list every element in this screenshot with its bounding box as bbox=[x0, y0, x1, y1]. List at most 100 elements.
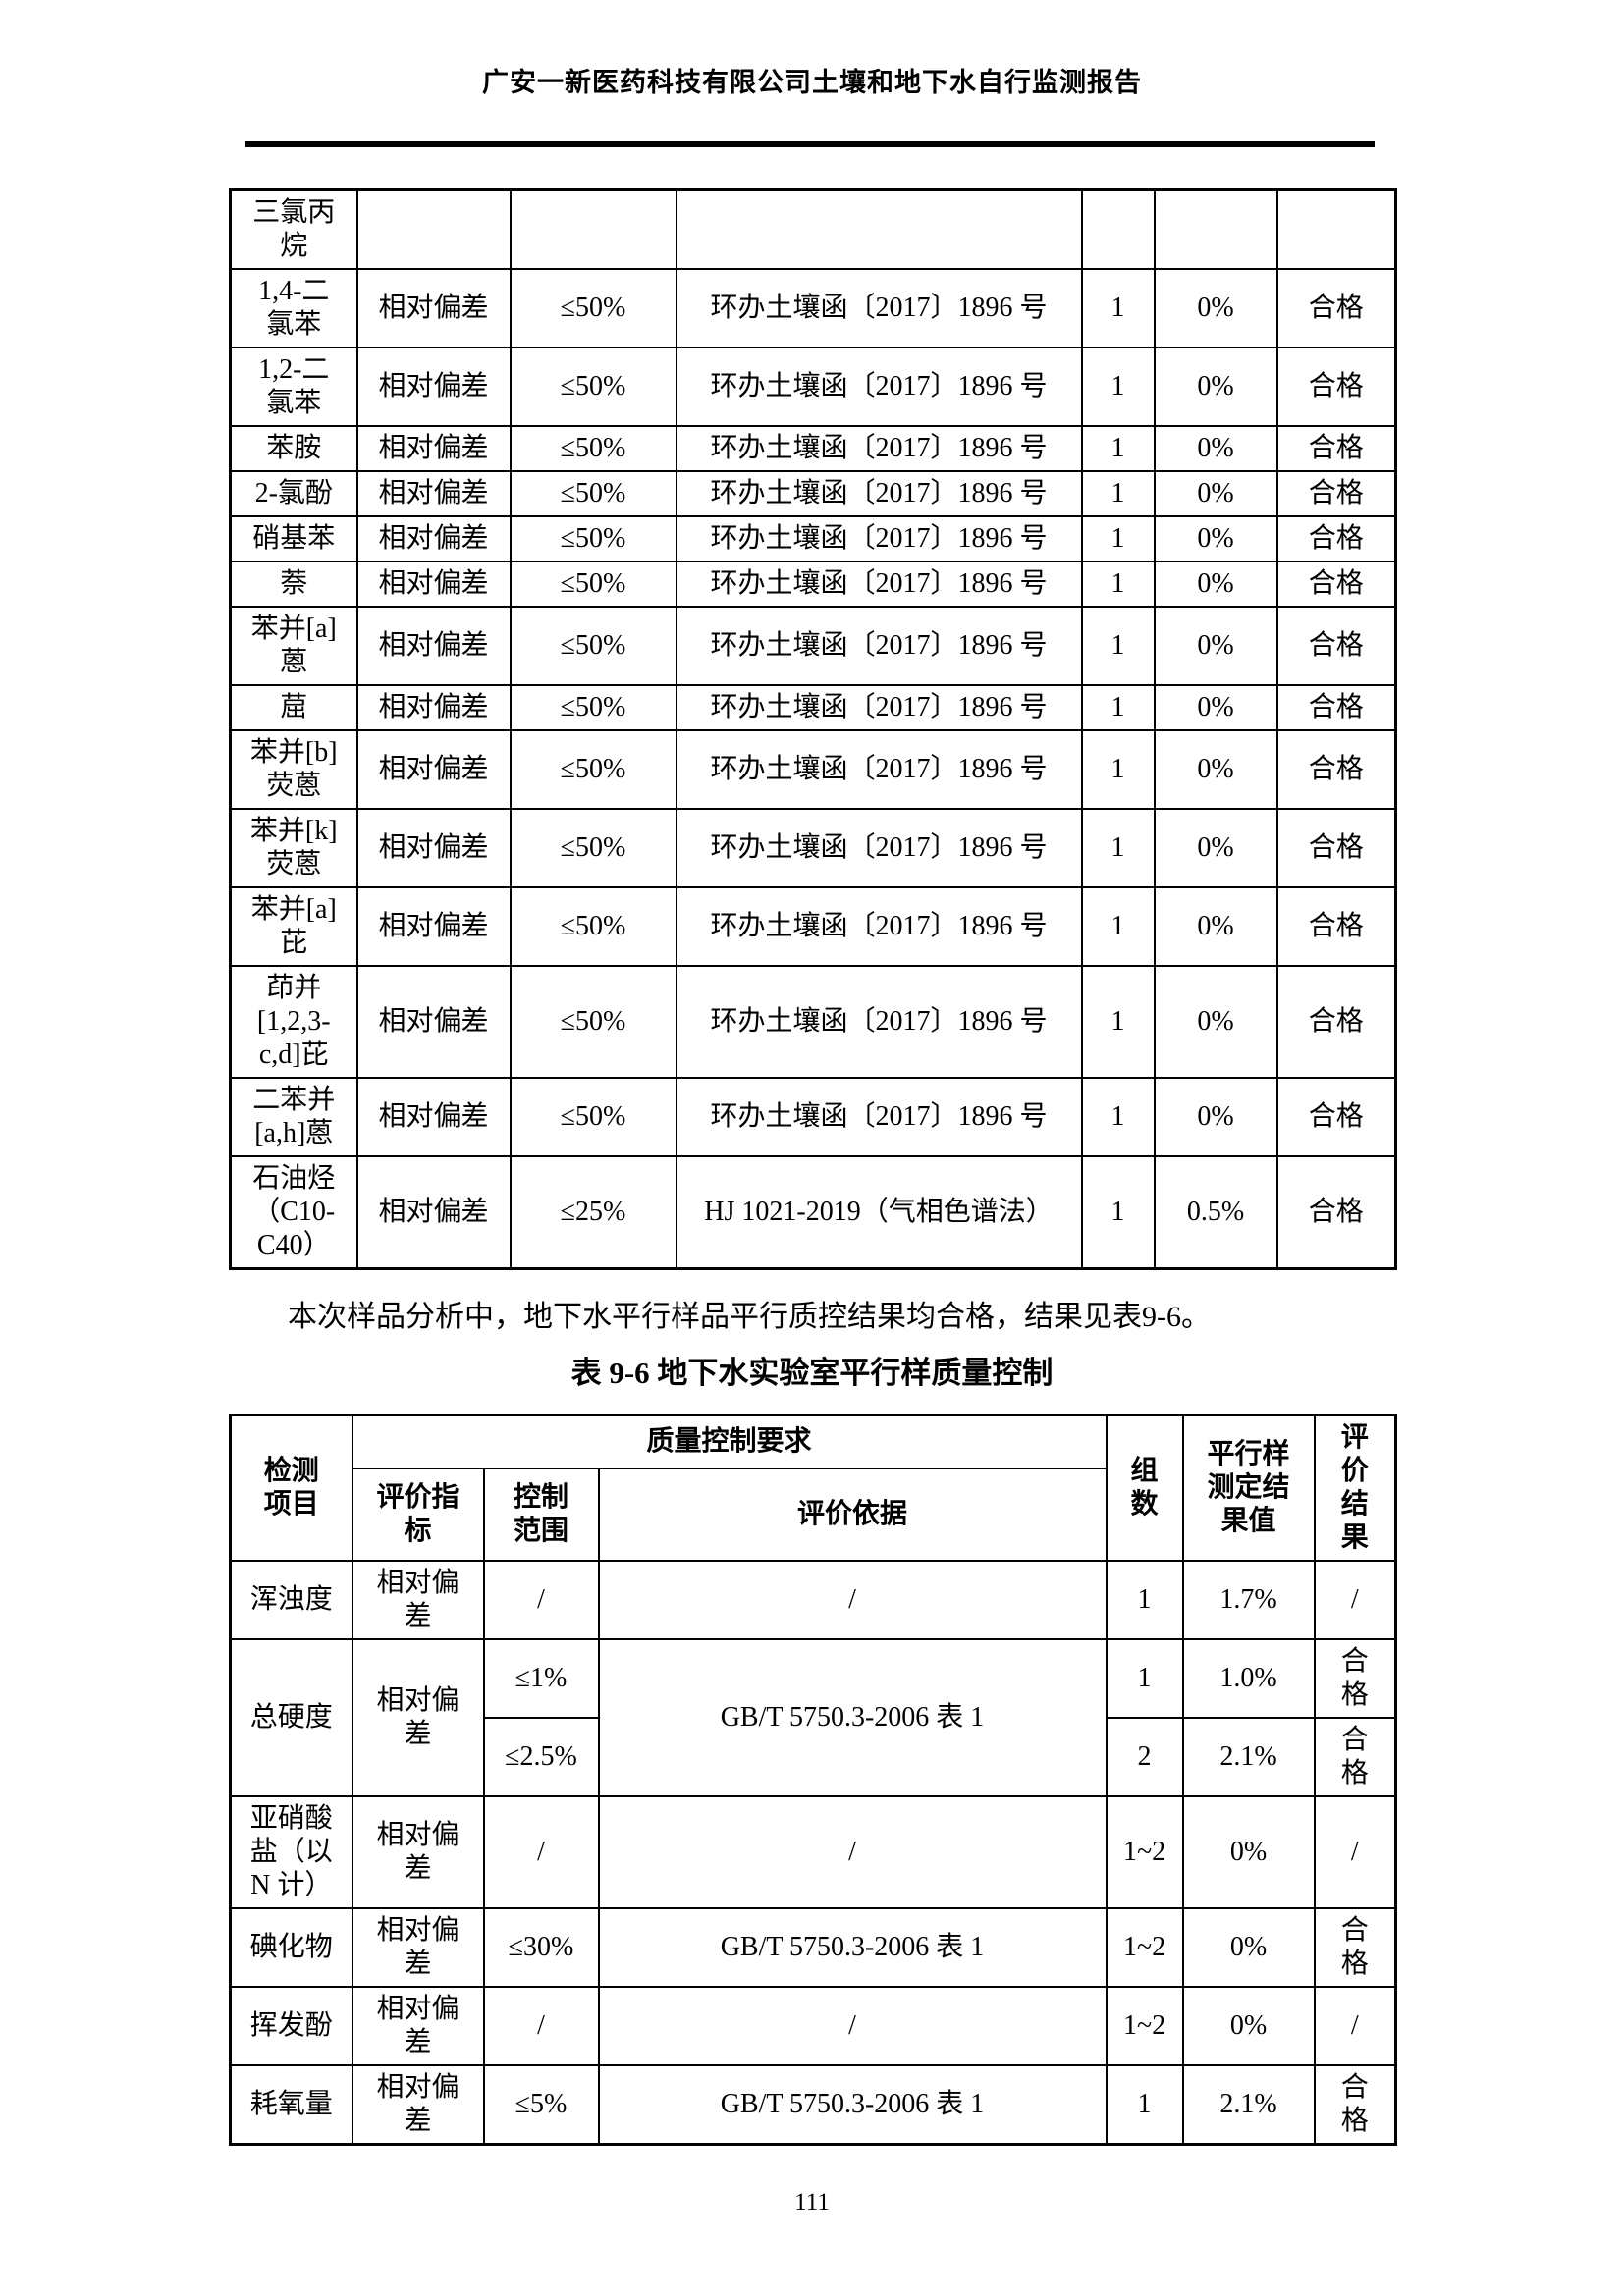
range-cell: ≤50% bbox=[509, 808, 677, 888]
basis-cell: 环办土壤函〔2017〕1896 号 bbox=[675, 808, 1083, 888]
table-row: 2-氯酚 相对偏差 ≤50% 环办土壤函〔2017〕1896 号 1 0% 合格 bbox=[229, 470, 1397, 517]
indicator-cell: 相对偏 差 bbox=[351, 1638, 485, 1797]
header-evaluation-cell: 评 价 结 果 bbox=[1313, 1414, 1397, 1562]
groups-cell: 1 bbox=[1080, 425, 1156, 472]
table-row: 浑浊度 相对偏 差 / / 1 1.7% / bbox=[229, 1560, 1397, 1640]
evaluation-cell: 合格 bbox=[1275, 470, 1397, 517]
groups-cell: 1 bbox=[1080, 808, 1156, 888]
analyte-cell: 三氯丙 烷 bbox=[229, 188, 358, 270]
evaluation-cell: 合格 bbox=[1275, 347, 1397, 427]
analyte-cell: 二苯并 [a,h]蒽 bbox=[229, 1077, 358, 1157]
table-row: 1,2-二 氯苯 相对偏差 ≤50% 环办土壤函〔2017〕1896 号 1 0… bbox=[229, 347, 1397, 427]
analyte-cell: 苯并[b] 荧蒽 bbox=[229, 729, 358, 810]
header-result-cell: 平行样 测定结 果值 bbox=[1181, 1414, 1316, 1562]
indicator-cell: 相对偏 差 bbox=[351, 1795, 485, 1909]
result-cell: 0% bbox=[1153, 965, 1278, 1079]
analyte-cell: 挥发酚 bbox=[229, 1986, 353, 2066]
indicator-cell: 相对偏差 bbox=[355, 684, 512, 731]
analyte-cell: 石油烃 （C10- C40） bbox=[229, 1155, 358, 1270]
groups-cell: 1~2 bbox=[1105, 1907, 1184, 1988]
range-cell: ≤50% bbox=[509, 1077, 677, 1157]
page-number: 111 bbox=[794, 2189, 830, 2216]
table-row: 三氯丙 烷 bbox=[229, 188, 1397, 270]
groups-cell: 1 bbox=[1080, 470, 1156, 517]
indicator-cell: 相对偏 差 bbox=[351, 1907, 485, 1988]
range-cell: ≤50% bbox=[509, 268, 677, 348]
body-paragraph: 本次样品分析中，地下水平行样品平行质控结果均合格，结果见表9-6。 bbox=[288, 1301, 1211, 1333]
analyte-cell: 2-氯酚 bbox=[229, 470, 358, 517]
result-cell: 2.1% bbox=[1181, 1717, 1316, 1797]
result-cell: 1.0% bbox=[1181, 1638, 1316, 1719]
analyte-cell: 苯并[a] 芘 bbox=[229, 886, 358, 967]
range-cell: ≤5% bbox=[482, 2064, 600, 2146]
basis-cell: 环办土壤函〔2017〕1896 号 bbox=[675, 347, 1083, 427]
header-qc-requirement-cell: 质量控制要求 bbox=[351, 1414, 1108, 1470]
evaluation-cell bbox=[1275, 188, 1397, 270]
indicator-cell: 相对偏差 bbox=[355, 470, 512, 517]
header-groups-cell: 组 数 bbox=[1105, 1414, 1184, 1562]
indicator-cell: 相对偏差 bbox=[355, 965, 512, 1079]
basis-cell: 环办土壤函〔2017〕1896 号 bbox=[675, 684, 1083, 731]
indicator-cell: 相对偏差 bbox=[355, 886, 512, 967]
groups-cell: 1 bbox=[1080, 606, 1156, 686]
groups-cell: 1 bbox=[1080, 886, 1156, 967]
indicator-cell: 相对偏 差 bbox=[351, 1986, 485, 2066]
evaluation-cell: 合格 bbox=[1275, 515, 1397, 562]
basis-cell: GB/T 5750.3-2006 表 1 bbox=[597, 1638, 1108, 1797]
range-cell: ≤50% bbox=[509, 684, 677, 731]
basis-cell: 环办土壤函〔2017〕1896 号 bbox=[675, 606, 1083, 686]
range-cell: / bbox=[482, 1560, 600, 1640]
table-row: ≤2.5% 2 2.1% 合 格 bbox=[231, 1717, 1397, 1797]
basis-cell: GB/T 5750.3-2006 表 1 bbox=[597, 2064, 1108, 2146]
range-cell: ≤50% bbox=[509, 515, 677, 562]
table-row: 萘 相对偏差 ≤50% 环办土壤函〔2017〕1896 号 1 0% 合格 bbox=[229, 561, 1397, 608]
basis-cell: 环办土壤函〔2017〕1896 号 bbox=[675, 561, 1083, 608]
table-row: 硝基苯 相对偏差 ≤50% 环办土壤函〔2017〕1896 号 1 0% 合格 bbox=[229, 515, 1397, 562]
result-cell: 0.5% bbox=[1153, 1155, 1278, 1270]
result-cell: 0% bbox=[1153, 1077, 1278, 1157]
basis-cell: HJ 1021-2019（气相色谱法） bbox=[675, 1155, 1083, 1270]
groups-cell: 1 bbox=[1080, 1155, 1156, 1270]
evaluation-cell: 合格 bbox=[1275, 808, 1397, 888]
result-cell: 2.1% bbox=[1181, 2064, 1316, 2146]
table-row: 1,4-二 氯苯 相对偏差 ≤50% 环办土壤函〔2017〕1896 号 1 0… bbox=[229, 268, 1397, 348]
table-9-6-title: 表 9-6 地下水实验室平行样质量控制 bbox=[570, 1356, 1054, 1390]
groups-cell: 1 bbox=[1105, 1638, 1184, 1719]
basis-cell: 环办土壤函〔2017〕1896 号 bbox=[675, 1077, 1083, 1157]
evaluation-cell: 合格 bbox=[1275, 965, 1397, 1079]
range-cell: ≤50% bbox=[509, 965, 677, 1079]
evaluation-cell: 合 格 bbox=[1313, 1907, 1397, 1988]
groups-cell: 1~2 bbox=[1105, 1795, 1184, 1909]
basis-cell: 环办土壤函〔2017〕1896 号 bbox=[675, 268, 1083, 348]
table-row: 苯并[a] 蒽 相对偏差 ≤50% 环办土壤函〔2017〕1896 号 1 0%… bbox=[229, 606, 1397, 686]
range-cell: ≤25% bbox=[509, 1155, 677, 1270]
indicator-cell: 相对偏差 bbox=[355, 561, 512, 608]
header-item-cell: 检测 项目 bbox=[229, 1414, 353, 1562]
table-row: 石油烃 （C10- C40） 相对偏差 ≤25% HJ 1021-2019（气相… bbox=[229, 1155, 1397, 1270]
indicator-cell: 相对偏差 bbox=[355, 606, 512, 686]
table-row: 总硬度 相对偏 差 ≤1% GB/T 5750.3-2006 表 1 1 1.0… bbox=[229, 1638, 1397, 1797]
evaluation-cell: 合 格 bbox=[1313, 2064, 1397, 2146]
evaluation-cell: 合格 bbox=[1275, 886, 1397, 967]
groups-cell: 1 bbox=[1080, 515, 1156, 562]
result-cell: 0% bbox=[1153, 561, 1278, 608]
result-cell: 0% bbox=[1153, 268, 1278, 348]
table-row: 二苯并 [a,h]蒽 相对偏差 ≤50% 环办土壤函〔2017〕1896 号 1… bbox=[229, 1077, 1397, 1157]
basis-cell: GB/T 5750.3-2006 表 1 bbox=[597, 1907, 1108, 1988]
indicator-cell bbox=[355, 188, 512, 270]
groups-cell: 1 bbox=[1080, 729, 1156, 810]
range-cell: / bbox=[482, 1795, 600, 1909]
evaluation-cell: 合格 bbox=[1275, 684, 1397, 731]
indicator-cell: 相对偏差 bbox=[355, 515, 512, 562]
result-cell: 0% bbox=[1181, 1907, 1316, 1988]
groups-cell: 1 bbox=[1080, 965, 1156, 1079]
groups-cell: 1 bbox=[1080, 347, 1156, 427]
result-cell: 0% bbox=[1153, 515, 1278, 562]
groups-cell bbox=[1080, 188, 1156, 270]
table-header-row: 检测 项目 质量控制要求 组 数 平行样 测定结 果值 评 价 结 果 bbox=[229, 1414, 1397, 1562]
table-row: 碘化物 相对偏 差 ≤30% GB/T 5750.3-2006 表 1 1~2 … bbox=[229, 1907, 1397, 1988]
evaluation-cell: 合格 bbox=[1275, 1155, 1397, 1270]
range-cell bbox=[509, 188, 677, 270]
indicator-cell: 相对偏差 bbox=[355, 347, 512, 427]
